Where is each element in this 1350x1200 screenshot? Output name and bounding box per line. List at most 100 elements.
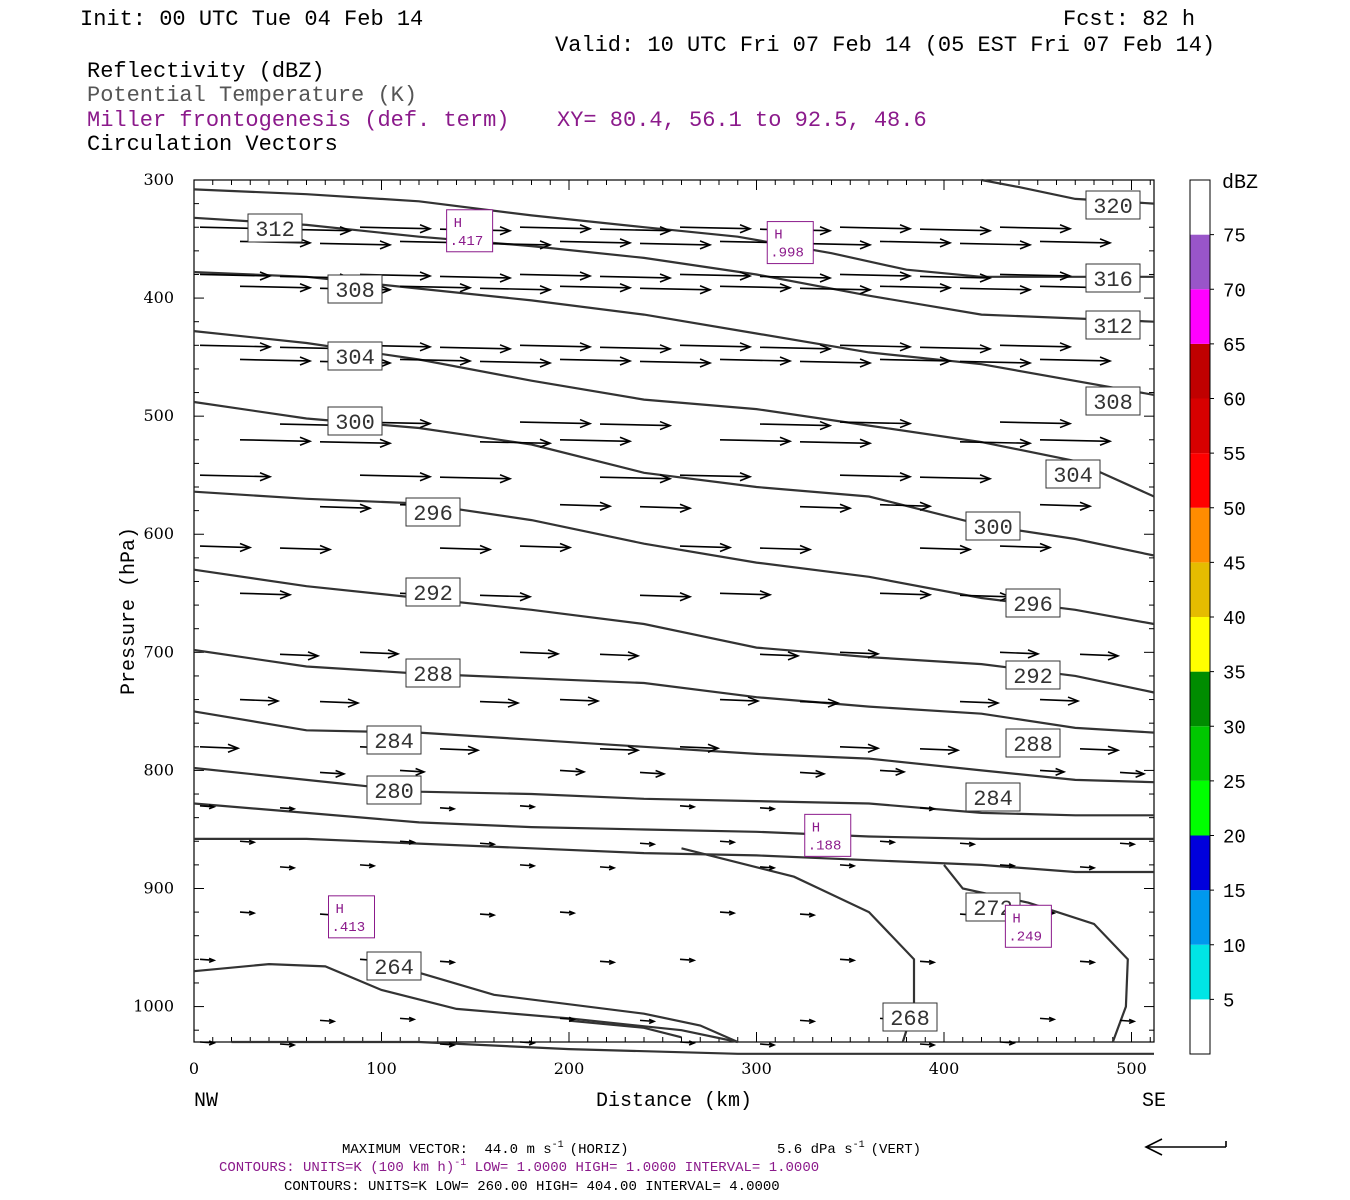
- contour-label-288: 288: [405, 658, 461, 688]
- circulation-vector: [919, 806, 937, 812]
- circulation-vector: [1079, 959, 1097, 966]
- circulation-vector: [1119, 841, 1137, 847]
- circulation-vector: [199, 471, 273, 482]
- circulation-vector: [999, 863, 1017, 869]
- circulation-vector: [559, 767, 587, 777]
- circulation-vector: [479, 698, 521, 708]
- high-label: H .413: [328, 895, 375, 939]
- circulation-vector: [759, 865, 777, 871]
- nw-end-label: NW: [194, 1090, 218, 1113]
- theta-contour-316: [193, 188, 1154, 278]
- field-frontogenesis: Miller frontogenesis (def. term): [87, 108, 509, 133]
- circulation-vector: [959, 358, 1033, 368]
- svg-text:304: 304: [335, 346, 375, 371]
- svg-text:292: 292: [1013, 665, 1053, 690]
- colorbar-swatch: [1190, 999, 1210, 1054]
- circulation-vector: [199, 1040, 217, 1046]
- svg-text:.188: .188: [808, 838, 842, 854]
- circulation-vector: [679, 542, 733, 553]
- contour-label-284: 284: [965, 782, 1021, 812]
- circulation-vector: [839, 342, 913, 352]
- circulation-vector: [279, 1042, 297, 1048]
- svg-text:300: 300: [335, 411, 375, 436]
- circulation-vector: [959, 240, 1033, 250]
- y-tick-label: 900: [143, 878, 174, 897]
- svg-text:288: 288: [413, 663, 453, 688]
- circulation-vector: [1079, 865, 1097, 871]
- circulation-vector: [639, 240, 713, 250]
- circulation-vector: [479, 358, 553, 368]
- colorbar-swatch: [1190, 234, 1210, 290]
- circulation-vector: [279, 806, 297, 812]
- circulation-vector: [399, 1016, 417, 1023]
- circulation-vector: [199, 342, 273, 352]
- circulation-vector: [839, 471, 913, 482]
- circulation-vector: [719, 590, 773, 600]
- field-theta: Potential Temperature (K): [87, 83, 417, 108]
- circulation-vector: [239, 696, 281, 706]
- circulation-vector: [799, 769, 827, 779]
- circulation-vector: [319, 698, 361, 708]
- colorbar-swatch: [1190, 289, 1210, 344]
- circulation-vector: [399, 283, 473, 293]
- circulation-vector: [879, 238, 953, 248]
- circulation-vector: [319, 769, 347, 779]
- svg-text:.413: .413: [332, 920, 366, 936]
- se-end-label: SE: [1142, 1090, 1166, 1113]
- circulation-vector: [1039, 356, 1113, 366]
- contour-label-308: 308: [327, 274, 383, 304]
- circulation-vector: [399, 767, 427, 777]
- circulation-vector: [639, 769, 667, 779]
- svg-text:288: 288: [1013, 733, 1053, 758]
- reference-vector-arrow: [1144, 1138, 1227, 1156]
- circulation-vector: [799, 698, 841, 708]
- circulation-vector: [359, 863, 377, 869]
- contour-labels: 320 316 312 312 308 308 304 304 300 300 296 296 292 2…: [247, 190, 1141, 1032]
- circulation-vector: [719, 910, 737, 916]
- colorbar-label: 10: [1223, 936, 1246, 958]
- svg-text:292: 292: [413, 582, 453, 607]
- circulation-vector: [719, 283, 793, 293]
- init-label: Init: 00 UTC Tue 04 Feb 14: [80, 7, 423, 32]
- contour-label-292: 292: [1005, 660, 1061, 690]
- circulation-vector: [639, 1018, 657, 1025]
- x-tick-label: 200: [554, 1059, 585, 1078]
- theta-contour-284: [193, 710, 1155, 784]
- circulation-vector: [919, 344, 993, 354]
- circulation-vector: [239, 283, 313, 293]
- theta-contour-low-level: [943, 864, 1129, 1043]
- colorbar-swatch: [1190, 726, 1210, 781]
- colorbar-label: 40: [1223, 608, 1246, 630]
- contour-label-292: 292: [405, 577, 461, 607]
- circulation-vector: [759, 273, 833, 283]
- contour-label-304: 304: [327, 341, 383, 371]
- colorbar-swatch: [1190, 671, 1210, 727]
- svg-text:H: H: [812, 820, 820, 836]
- svg-text:284: 284: [973, 787, 1013, 812]
- circulation-vector: [519, 418, 593, 429]
- circulation-vector: [679, 342, 753, 352]
- circulation-vector: [319, 240, 393, 250]
- colorbar-swatch: [1190, 617, 1210, 672]
- circulation-vector: [879, 501, 933, 511]
- circulation-vector: [879, 590, 933, 600]
- circulation-vector: [239, 910, 257, 916]
- svg-text:268: 268: [890, 1007, 930, 1032]
- circulation-vector: [559, 436, 633, 447]
- circulation-vector: [1039, 1016, 1057, 1023]
- circulation-vector: [599, 273, 673, 283]
- svg-text:H: H: [454, 216, 462, 232]
- circulation-vector: [759, 420, 833, 431]
- contour-label-312: 312: [247, 213, 303, 243]
- svg-text:.249: .249: [1008, 929, 1042, 945]
- circulation-vector: [999, 223, 1073, 234]
- colorbar-swatch: [1190, 562, 1210, 617]
- colorbar-label: 60: [1223, 390, 1246, 412]
- contour-label-296: 296: [405, 497, 461, 527]
- cross-section-endpoints: XY= 80.4, 56.1 to 92.5, 48.6: [557, 108, 927, 133]
- circulation-vector: [439, 959, 457, 966]
- circulation-vector: [559, 910, 577, 916]
- y-axis-label: Pressure (hPa): [118, 527, 141, 695]
- high-label: H .188: [804, 813, 852, 857]
- circulation-vector: [919, 1042, 937, 1048]
